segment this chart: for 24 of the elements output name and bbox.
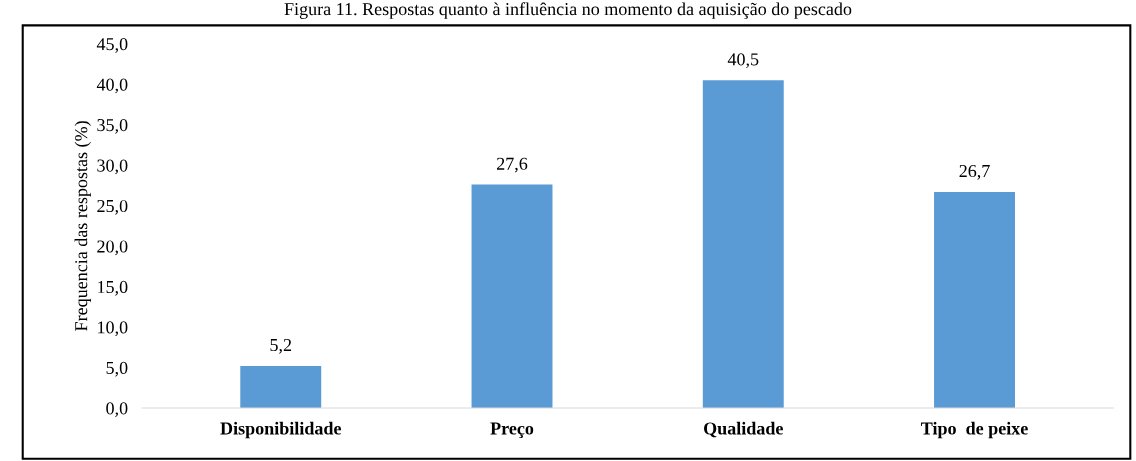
data-label: 27,6 [497,157,528,173]
y-tick-label: 0,0 [106,402,128,418]
y-tick-label: 45,0 [96,38,128,53]
bar [240,365,322,408]
data-label: 26,7 [959,164,990,180]
data-label: 40,5 [727,53,759,69]
x-tick-label: Preço [490,422,534,439]
x-tick-label: Tipo de peixe [921,421,1028,439]
y-tick-label: 15,0 [98,280,128,296]
y-tick-label: 30,0 [97,159,128,175]
bar [934,191,1015,408]
y-tick-label: 5,0 [106,361,128,377]
y-axis-title: Frequencia das respostas (%) [74,121,91,331]
chart-title: Figura 11. Respostas quanto à influência no momento da aquisição do pescado [284,2,852,19]
bar [702,80,784,408]
y-tick-label: 35,0 [97,118,128,134]
x-tick-label: Disponibilidade [220,421,341,439]
y-tick-label: 10,0 [98,321,128,337]
x-tick-label: Qualidade [704,421,783,438]
data-label: 5,2 [270,338,292,354]
y-tick-label: 20,0 [97,240,128,256]
bar [471,184,553,408]
y-tick-label: 25,0 [97,199,128,215]
y-tick-label: 40,0 [96,78,128,94]
